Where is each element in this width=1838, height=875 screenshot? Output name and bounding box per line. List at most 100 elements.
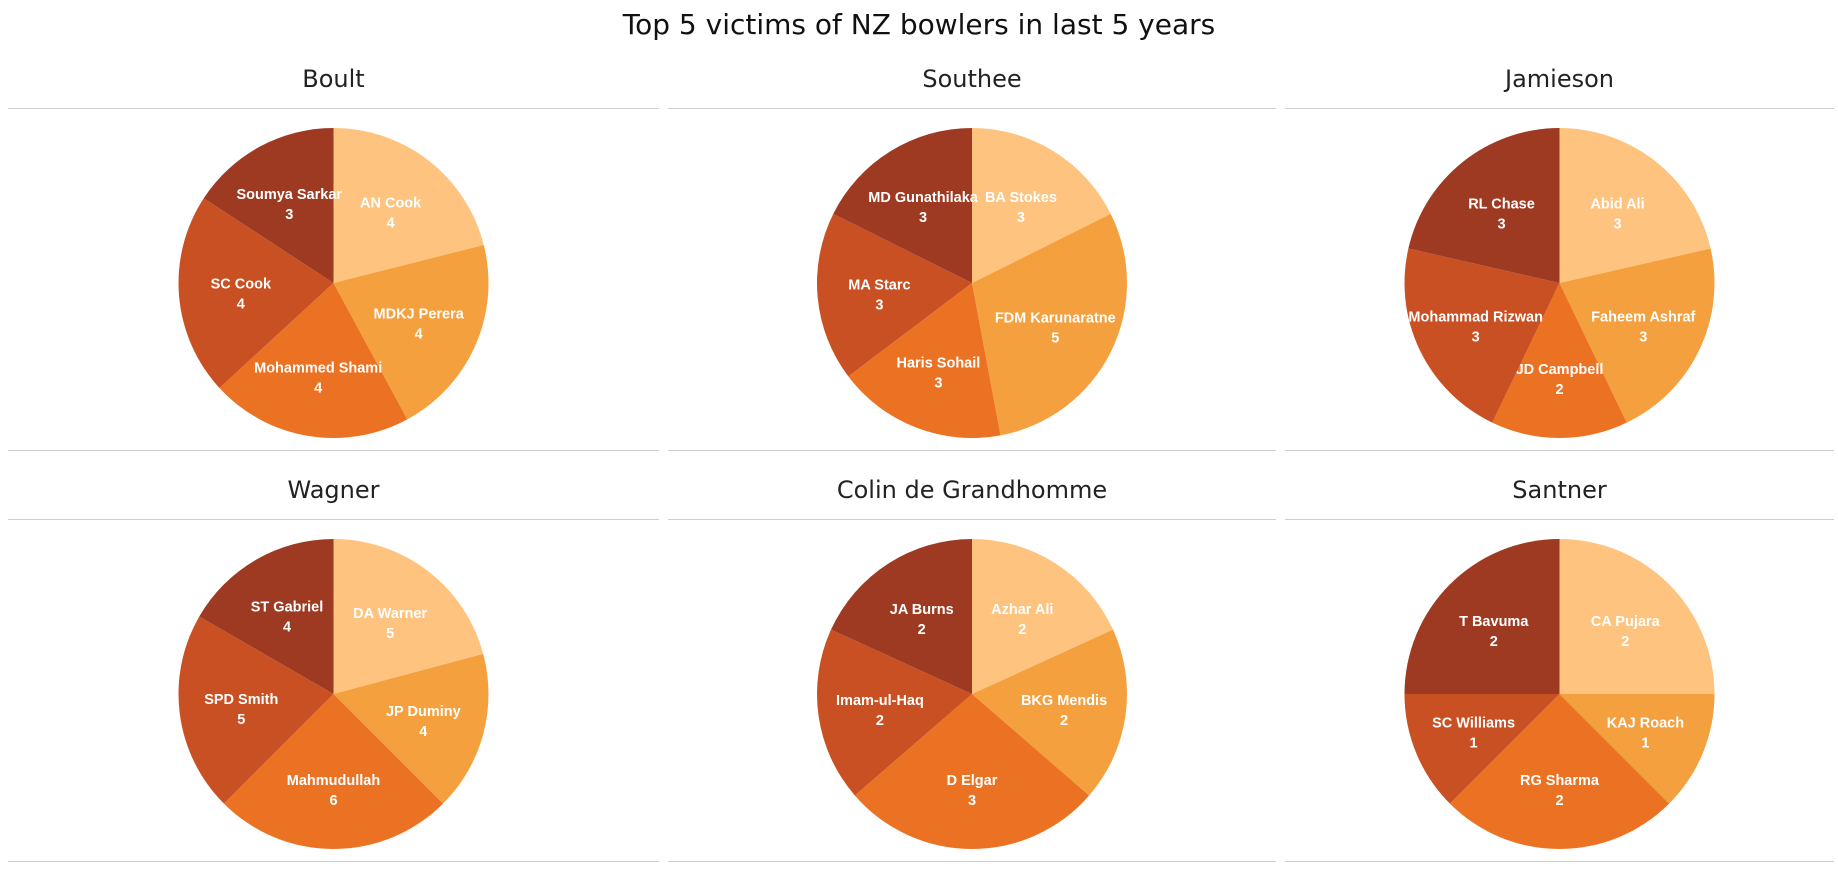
pie-slice-spd-smith [178, 616, 334, 804]
pie-slice-d-elgar [854, 694, 1090, 849]
slice-label: JA Burns [890, 602, 954, 618]
panel-divider [8, 519, 659, 520]
slice-label: RL Chase [1468, 196, 1535, 212]
slice-label: Mahmudullah [287, 773, 380, 789]
pie-slice-rl-chase [1408, 128, 1560, 283]
slice-label: Faheem Ashraf [1591, 309, 1695, 325]
slice-label: AN Cook [360, 196, 422, 212]
pie-panel-boult: Boult AN Cook 4 MDKJ Perera 4 Mohammed Shami… [8, 50, 659, 452]
slice-label: T Bavuma [1459, 614, 1529, 630]
panel-divider [1285, 450, 1834, 451]
pie-slice-kaj-roach [1559, 694, 1715, 804]
pie-slice-jd-campbell [1492, 283, 1627, 438]
pie-slice-imam-ul-haq [817, 629, 972, 796]
pie-chart: Abid Ali 3 Faheem Ashraf 3 JD Campbell 2 Moham… [1404, 128, 1715, 438]
pie-slice-sc-cook [178, 198, 334, 388]
slice-value: 3 [968, 793, 976, 809]
slice-label: Mohammad Rizwan [1408, 309, 1543, 325]
pie-slice-rg-sharma [1449, 694, 1670, 849]
slice-value: 2 [1555, 793, 1563, 809]
slice-label: BKG Mendis [1021, 693, 1107, 709]
pie-slice-faheem-ashraf [1559, 248, 1715, 423]
slice-label: JD Campbell [1516, 362, 1604, 378]
slice-value: 4 [419, 724, 427, 740]
panel-divider [668, 450, 1276, 451]
pie-slice-an-cook [333, 128, 484, 283]
slice-value: 3 [285, 207, 293, 223]
pie-chart: CA Pujara 2 KAJ Roach 1 RG Sharma 2 SC William… [1404, 539, 1715, 849]
slice-value: 2 [918, 622, 926, 638]
slice-label: MD Gunathilaka [868, 190, 979, 206]
panel-divider [1285, 861, 1834, 862]
slice-label: Imam-ul-Haq [836, 693, 924, 709]
slice-label: FDM Karunaratne [995, 310, 1116, 326]
slice-value: 5 [237, 712, 245, 728]
pie-slice-st-gabriel [199, 539, 334, 694]
slice-value: 4 [415, 326, 423, 342]
slice-value: 6 [329, 793, 337, 809]
slice-value: 3 [1639, 329, 1647, 345]
pie-slice-jp-duminy [333, 653, 489, 804]
pie-panel-southee: Southee BA Stokes 3 FDM Karunaratne 5 Haris … [668, 50, 1276, 452]
slice-value: 2 [1490, 634, 1498, 650]
pie-slice-soumya-sarkar [203, 128, 334, 283]
pie-slice-bkg-mendis [972, 629, 1127, 796]
slice-value: 1 [1470, 736, 1478, 752]
panel-divider [8, 450, 659, 451]
pie-slice-mahmudullah [223, 694, 444, 849]
pie-slice-t-bavuma [1404, 539, 1560, 694]
slice-value: 3 [1017, 210, 1025, 226]
slice-label: Mohammed Shami [254, 361, 382, 377]
slice-label: RG Sharma [1520, 773, 1600, 789]
pie-panel-wagner: Wagner DA Warner 5 JP Duminy 4 Mahmudullah 6 S… [8, 461, 659, 863]
slice-value: 3 [875, 298, 883, 314]
pie-slice-ca-pujara [1559, 539, 1715, 694]
pie-slice-mdkj-perera [333, 244, 489, 420]
slice-value: 2 [1060, 713, 1068, 729]
slice-value: 2 [1621, 634, 1629, 650]
panel-divider [668, 861, 1276, 862]
pie-slice-ma-starc [817, 213, 972, 377]
slice-label: DA Warner [353, 606, 427, 622]
pie-slice-ja-burns [831, 539, 972, 694]
slice-label: D Elgar [947, 773, 998, 789]
pie-slice-md-gunathilaka [833, 128, 972, 283]
slice-value: 4 [314, 381, 322, 397]
slice-value: 2 [1018, 622, 1026, 638]
slice-label: Azhar Ali [991, 602, 1053, 618]
slice-label: SC Williams [1432, 716, 1515, 732]
slice-label: Haris Sohail [896, 356, 980, 372]
slice-value: 4 [283, 619, 291, 635]
slice-label: BA Stokes [985, 190, 1057, 206]
pie-chart: AN Cook 4 MDKJ Perera 4 Mohammed Shami 4 SC Co… [178, 128, 489, 438]
slice-value: 3 [934, 376, 942, 392]
pie-slice-sc-williams [1404, 694, 1560, 804]
slice-value: 2 [1555, 382, 1563, 398]
slice-value: 5 [1051, 330, 1059, 346]
slice-value: 4 [387, 216, 395, 232]
panel-divider [668, 108, 1276, 109]
slice-value: 4 [237, 297, 245, 313]
panel-divider [1285, 519, 1834, 520]
pie-panel-colin-de-grandhomme: Colin de Grandhomme Azhar Ali 2 BKG Mendis… [668, 461, 1276, 863]
pie-panel-jamieson: Jamieson Abid Ali 3 Faheem Ashraf 3 JD Campb… [1285, 50, 1834, 452]
pie-slice-abid-ali [1559, 128, 1711, 283]
panel-divider [668, 519, 1276, 520]
pie-slice-azhar-ali [972, 539, 1113, 694]
pie-chart: Azhar Ali 2 BKG Mendis 2 D Elgar 3 Imam-ul-Haq… [817, 539, 1127, 849]
panel-title: Boult [302, 65, 365, 93]
pie-slice-haris-sohail [848, 283, 1001, 438]
chart-title: Top 5 victims of NZ bowlers in last 5 ye… [622, 8, 1216, 41]
slice-label: SC Cook [211, 277, 272, 293]
panel-divider [8, 861, 659, 862]
slice-value: 2 [876, 713, 884, 729]
pie-slice-mohammed-shami [219, 283, 408, 438]
slice-value: 3 [1472, 329, 1480, 345]
pie-slice-mohammad-rizwan [1404, 248, 1560, 423]
pie-slice-ba-stokes [972, 128, 1111, 283]
slice-value: 1 [1641, 736, 1649, 752]
pie-slice-fdm-karunaratne [972, 213, 1127, 436]
pie-slice-da-warner [333, 539, 484, 694]
panel-divider [8, 108, 659, 109]
panel-title: Wagner [287, 476, 380, 504]
